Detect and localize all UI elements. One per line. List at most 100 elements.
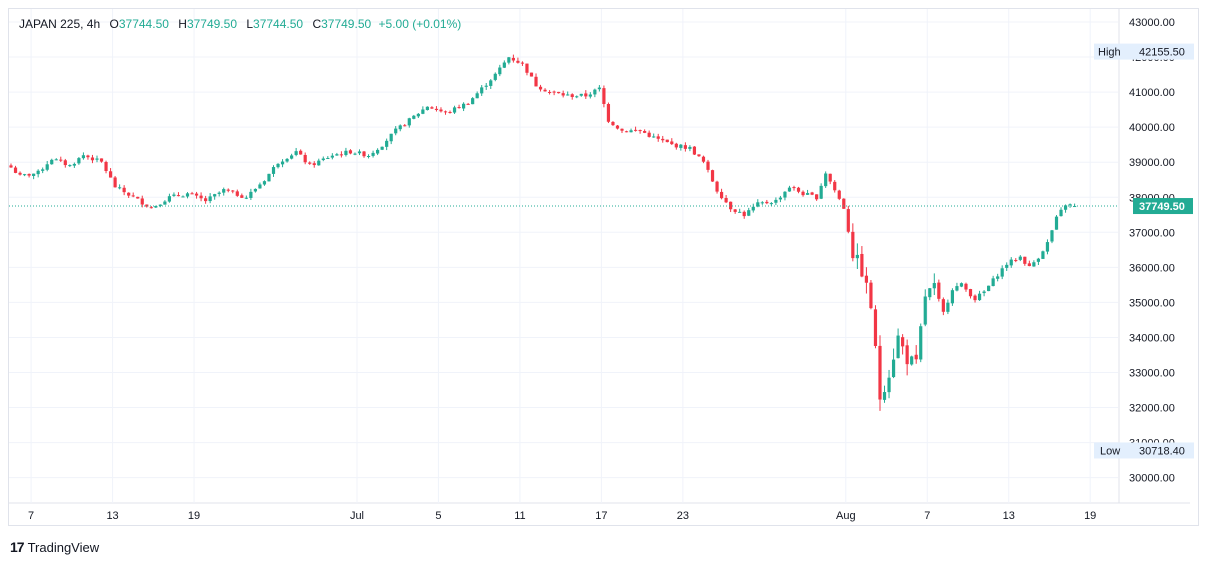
candle-body xyxy=(643,130,647,133)
candle-body xyxy=(41,169,45,171)
candle-body xyxy=(810,192,814,195)
candle-body xyxy=(362,151,366,157)
candle-body xyxy=(638,130,642,132)
candle-body xyxy=(724,197,728,203)
x-tick-label: 7 xyxy=(28,510,34,522)
tradingview-name: TradingView xyxy=(27,539,100,555)
candle-body xyxy=(692,146,697,155)
candle-body xyxy=(566,94,570,96)
candle-body xyxy=(733,209,737,212)
candle-body xyxy=(99,158,104,162)
candle-body xyxy=(968,289,973,297)
candle-body xyxy=(932,283,936,289)
candle-body xyxy=(407,118,411,126)
candle-body xyxy=(815,194,819,200)
candle-body xyxy=(385,140,389,147)
candle-body xyxy=(878,345,882,400)
candle-body xyxy=(534,76,538,87)
candle-body xyxy=(403,125,407,127)
candles xyxy=(9,54,1077,411)
candle-body xyxy=(1000,268,1004,277)
candle-body xyxy=(163,201,167,205)
tradingview-branding[interactable]: 17 TradingView xyxy=(10,539,99,555)
y-tick-label: 34000.00 xyxy=(1129,332,1175,344)
candle-body xyxy=(606,104,611,122)
candle-body xyxy=(611,121,615,126)
candle-body xyxy=(697,154,701,157)
candle-body xyxy=(127,192,131,196)
candle-body xyxy=(439,109,443,112)
candle-body xyxy=(701,156,706,162)
candle-body xyxy=(181,196,185,198)
candle-body xyxy=(855,254,859,259)
candle-body xyxy=(90,157,95,161)
candle-body xyxy=(235,191,239,196)
candle-body xyxy=(801,191,805,196)
candle-body xyxy=(9,165,13,168)
candle-body xyxy=(294,151,298,155)
candle-body xyxy=(389,133,393,142)
candle-body xyxy=(462,103,466,109)
candle-body xyxy=(946,302,950,312)
candle-body xyxy=(765,201,769,204)
candle-body xyxy=(59,159,63,161)
high-tag-label: High xyxy=(1098,47,1121,59)
candle-body xyxy=(149,207,153,209)
candle-body xyxy=(194,193,199,196)
tradingview-logo-icon: 17 xyxy=(10,539,25,555)
candle-body xyxy=(552,91,556,93)
candle-body xyxy=(516,60,520,63)
candle-body xyxy=(805,193,810,195)
candle-body xyxy=(652,136,656,138)
candle-body xyxy=(81,155,86,159)
candle-body xyxy=(873,309,878,346)
candle-body xyxy=(688,146,692,149)
candle-body xyxy=(792,187,796,189)
candle-body xyxy=(290,155,294,159)
candle-body xyxy=(760,202,764,204)
candle-body xyxy=(679,144,683,148)
candle-body xyxy=(475,93,479,99)
candle-body xyxy=(412,115,416,119)
candle-body xyxy=(226,189,230,191)
y-tick-label: 41000.00 xyxy=(1129,87,1175,99)
candle-body xyxy=(729,201,733,210)
candle-body xyxy=(869,282,873,309)
candle-body xyxy=(715,181,719,192)
candle-body xyxy=(914,354,918,360)
ohlc-legend: JAPAN 225, 4h O37744.50 H37749.50 L37744… xyxy=(19,17,461,31)
y-tick-label: 37000.00 xyxy=(1129,227,1175,239)
candle-body xyxy=(18,172,22,175)
candle-body xyxy=(778,197,783,200)
x-tick-label: Jul xyxy=(350,510,364,522)
candle-body xyxy=(131,195,135,197)
candle-body xyxy=(321,158,325,161)
candle-body xyxy=(434,108,439,111)
candle-body xyxy=(511,57,515,61)
candle-body xyxy=(819,185,823,199)
candle-body xyxy=(380,146,384,150)
candle-body xyxy=(371,152,375,156)
candle-body xyxy=(756,202,760,207)
x-tick-label: Aug xyxy=(836,510,856,522)
candle-body xyxy=(199,195,203,199)
candle-body xyxy=(68,165,72,167)
candle-body xyxy=(312,163,316,166)
candle-body xyxy=(140,198,144,205)
candle-body xyxy=(398,125,402,130)
last-price-tag-value: 37749.50 xyxy=(1139,201,1185,213)
candle-body xyxy=(747,210,751,216)
close-key: C xyxy=(312,17,322,31)
candle-body xyxy=(706,161,710,170)
candle-body xyxy=(394,128,398,134)
candle-body xyxy=(633,129,638,131)
candle-body xyxy=(561,93,565,96)
candle-body xyxy=(751,206,755,211)
candle-body xyxy=(901,337,905,347)
candle-body xyxy=(570,94,574,97)
candle-body xyxy=(222,189,226,193)
candle-body xyxy=(50,159,54,165)
candle-body xyxy=(543,89,547,92)
candle-body xyxy=(204,198,208,202)
